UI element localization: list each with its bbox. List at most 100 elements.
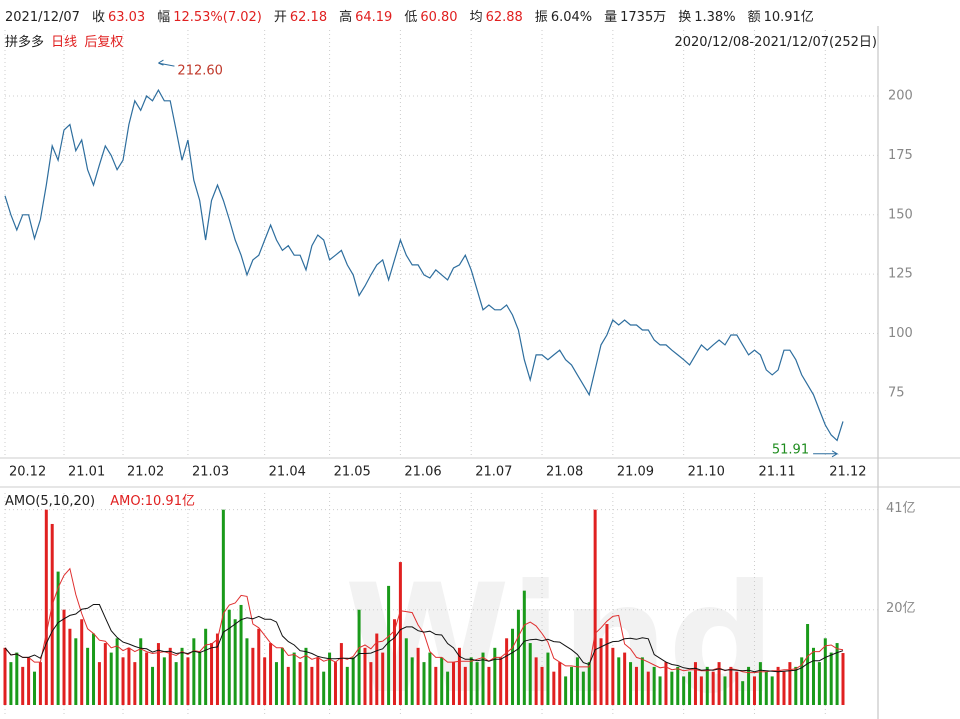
volume-bar <box>345 666 349 705</box>
quote-field: 2021/12/07 <box>5 10 83 25</box>
min-arrow <box>813 450 839 458</box>
x-tick-label: 21.10 <box>688 465 725 480</box>
volume-bar <box>381 652 385 705</box>
volume-bar <box>369 662 373 705</box>
max-arrow <box>158 59 175 67</box>
volume-bar <box>558 662 562 705</box>
x-tick-label: 21.07 <box>475 465 512 480</box>
field-value: 1.38% <box>694 10 736 25</box>
volume-bar <box>457 647 461 705</box>
volume-bar <box>623 652 627 705</box>
volume-bar <box>806 624 810 705</box>
stock-name: 拼多多 <box>5 35 45 50</box>
volume-bar <box>428 652 432 705</box>
volume-bar <box>605 624 609 705</box>
volume-bar <box>121 657 125 705</box>
quote-field: 幅 12.53%(7.02) <box>157 10 265 25</box>
volume-bar <box>3 647 7 705</box>
volume-bar <box>817 662 821 705</box>
volume-bar <box>634 666 638 705</box>
volume-bar <box>328 652 332 705</box>
quote-field: 振 6.04% <box>535 10 595 25</box>
volume-bar <box>575 657 579 705</box>
volume-bar <box>44 509 48 705</box>
volume-bar <box>794 666 798 705</box>
volume-bar <box>452 662 456 705</box>
volume-bar <box>629 662 633 705</box>
volume-bar <box>109 652 113 705</box>
moving-average-line <box>4 604 844 673</box>
volume-bar <box>640 657 644 705</box>
field-value: 6.04% <box>550 10 593 25</box>
volume-bar <box>699 676 703 705</box>
volume-bar <box>499 657 503 705</box>
volume-bar <box>227 609 231 705</box>
volume-bar <box>652 666 656 705</box>
volume-bar <box>180 647 184 705</box>
volume-bar <box>747 666 751 705</box>
volume-bar <box>33 671 37 705</box>
field-value: 60.80 <box>420 10 458 25</box>
volume-bar <box>446 671 450 705</box>
volume-bar <box>404 638 408 705</box>
volume-bar <box>593 509 597 705</box>
y-tick-label: 200 <box>888 89 913 104</box>
y-tick-label: 175 <box>888 148 913 163</box>
volume-bar <box>487 666 491 705</box>
volume-bar <box>493 647 497 705</box>
volume-bar <box>463 666 467 705</box>
volume-bar <box>62 609 66 705</box>
volume-bar <box>316 657 320 705</box>
field-value: 62.18 <box>289 10 328 25</box>
moving-average-line <box>4 567 844 674</box>
volume-bar <box>9 662 13 705</box>
field-label: 振 <box>534 10 548 25</box>
field-label: 低 <box>404 10 418 25</box>
volume-bar <box>357 609 361 705</box>
volume-bar <box>68 628 72 705</box>
volume-bar <box>86 647 90 705</box>
volume-header: AMO(5,10,20) AMO:10.91亿 <box>5 490 198 509</box>
field-label: 量 <box>604 10 618 25</box>
volume-bar <box>516 609 520 705</box>
volume-bar <box>304 647 308 705</box>
volume-bar <box>97 662 101 705</box>
volume-bar <box>38 662 42 705</box>
field-value: 2021/12/07 <box>5 10 80 25</box>
volume-bar <box>127 647 131 705</box>
volume-bar <box>280 647 284 705</box>
x-tick-label: 21.12 <box>829 465 866 480</box>
volume-bar <box>410 657 414 705</box>
volume-bar <box>186 657 190 705</box>
volume-bar <box>333 662 337 705</box>
volume-bar <box>375 633 379 705</box>
volume-bar <box>257 628 261 705</box>
volume-bar <box>245 638 249 705</box>
volume-bar <box>505 638 509 705</box>
quote-field: 高 64.19 <box>339 10 395 25</box>
volume-bar <box>103 643 107 705</box>
price-line <box>4 88 844 442</box>
volume-bar <box>469 657 473 705</box>
volume-bar <box>168 647 172 705</box>
volume-bar <box>74 638 78 705</box>
volume-bar <box>670 671 674 705</box>
volume-bar <box>841 653 845 705</box>
volume-bar <box>829 652 833 705</box>
volume-bar <box>351 657 355 705</box>
volume-bar <box>581 671 585 705</box>
volume-bar <box>145 652 149 705</box>
y-tick-label: 150 <box>888 207 913 222</box>
volume-bar <box>522 590 526 705</box>
volume-bar <box>587 662 591 705</box>
quote-field: 收 63.03 <box>92 10 148 25</box>
volume-bar <box>646 671 650 705</box>
field-value: 64.19 <box>355 10 393 25</box>
volume-bar <box>274 662 278 705</box>
quote-field: 均 62.88 <box>470 10 526 25</box>
volume-bar <box>764 671 768 705</box>
volume-bar <box>162 657 166 705</box>
field-label: 换 <box>678 10 692 25</box>
volume-bar <box>658 676 662 705</box>
